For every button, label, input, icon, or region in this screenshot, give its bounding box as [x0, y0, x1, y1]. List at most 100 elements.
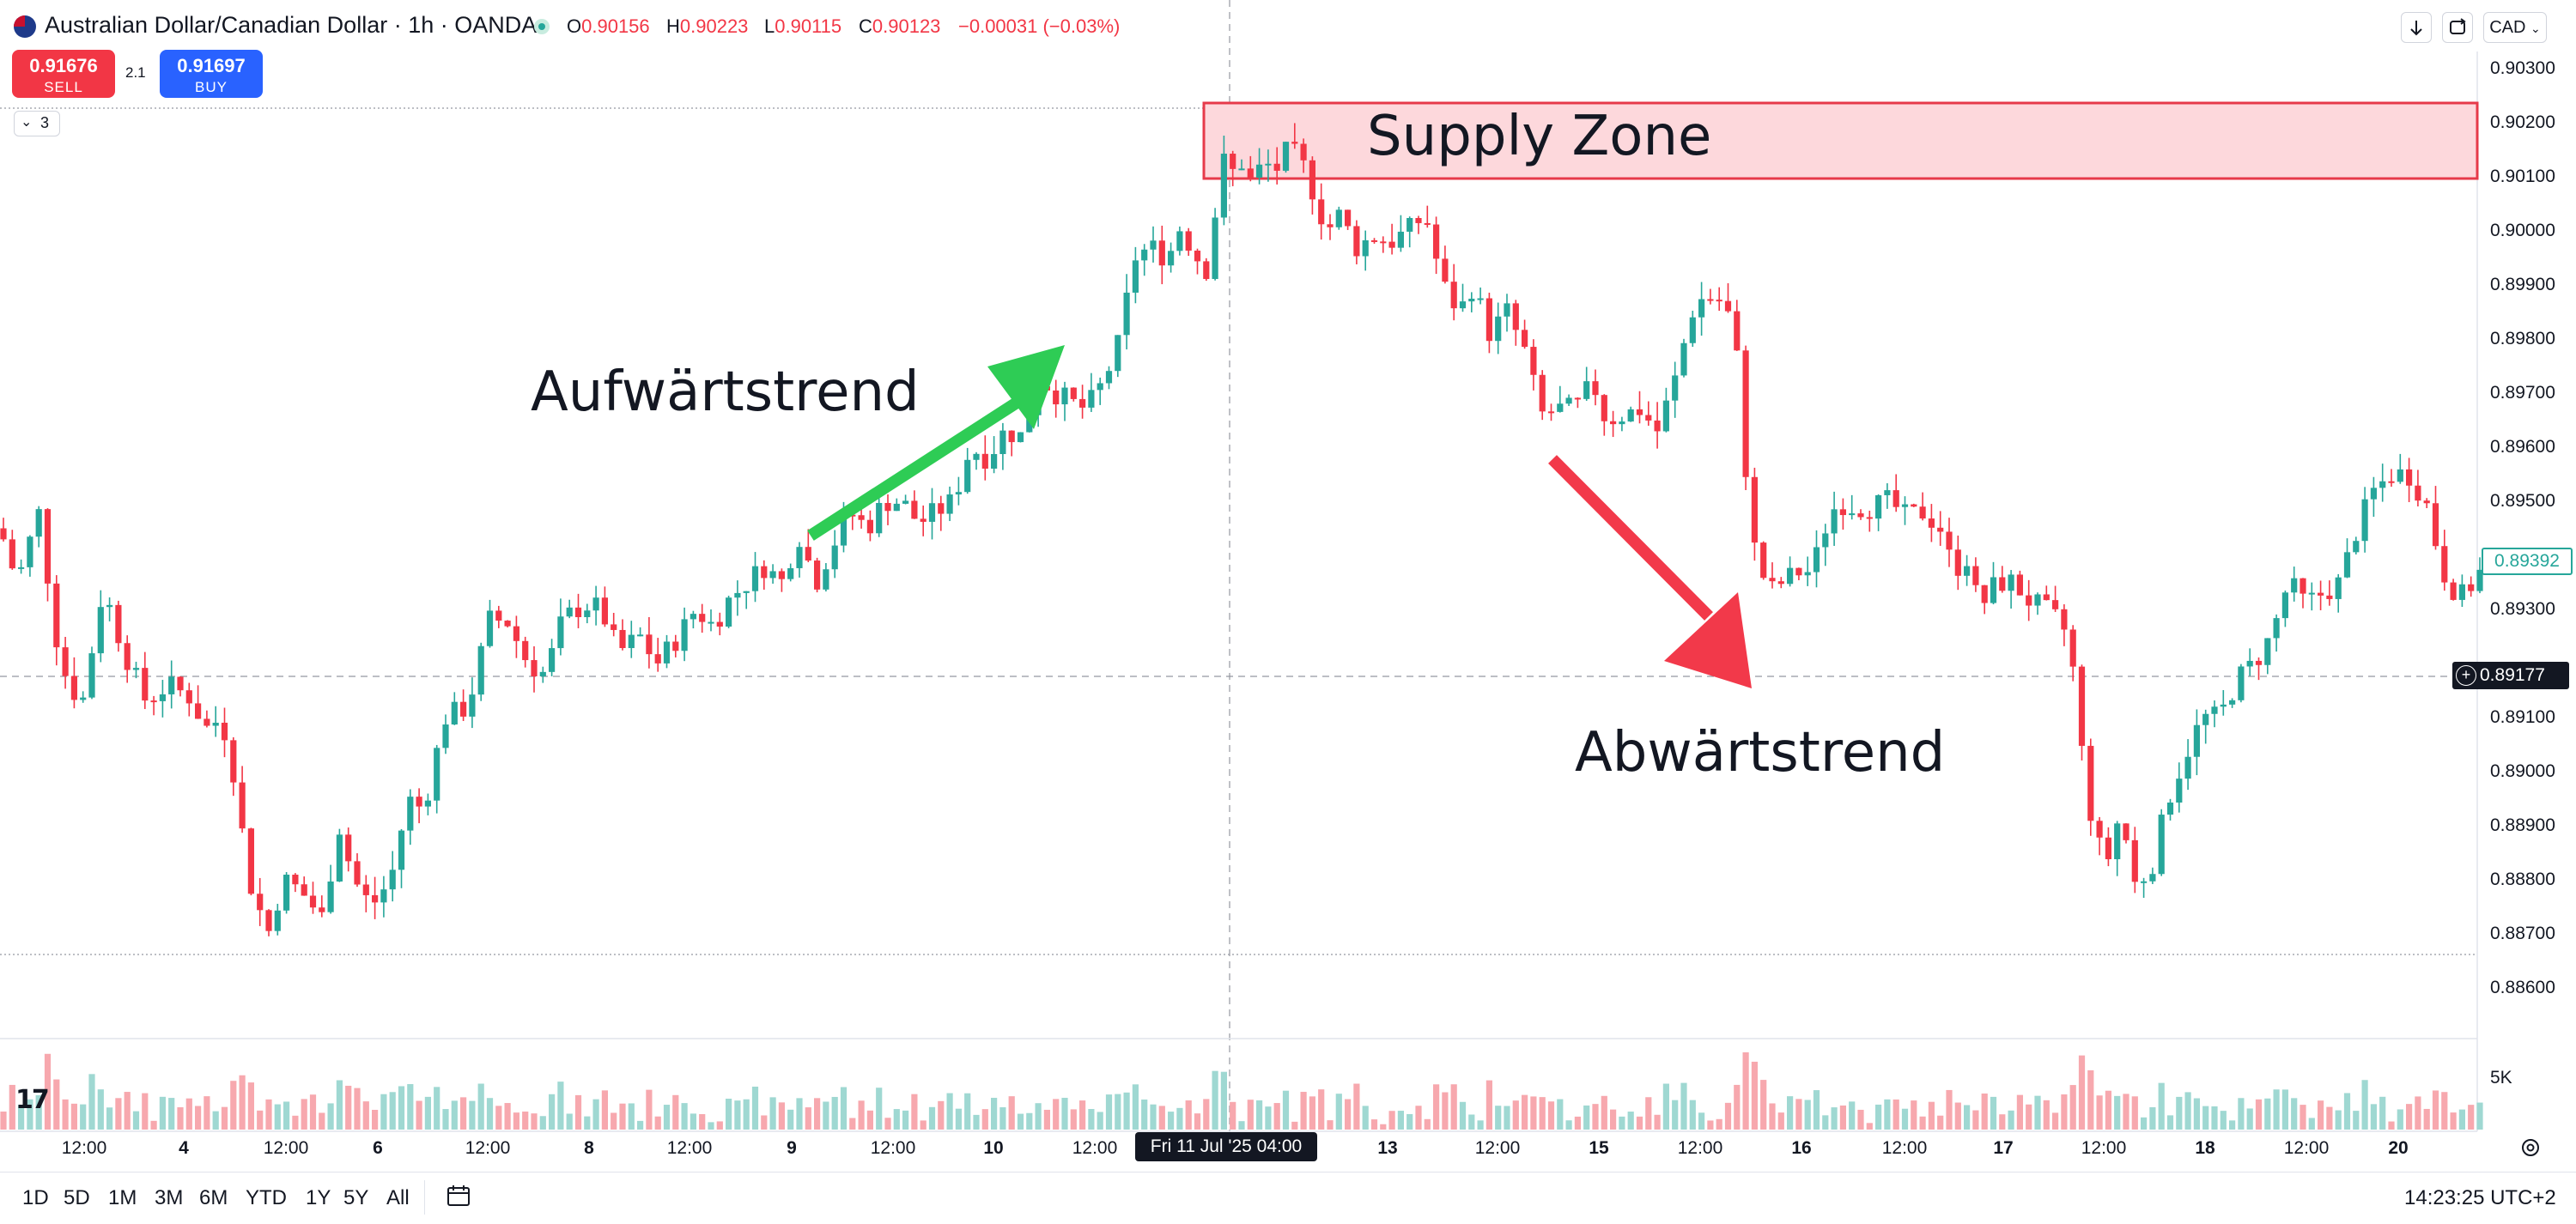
range-button-6m[interactable]: 6M [199, 1186, 228, 1209]
range-button-ytd[interactable]: YTD [246, 1186, 287, 1209]
volume-bar [2423, 1108, 2430, 1130]
volume-bar [973, 1114, 980, 1130]
volume-bar [1601, 1095, 1607, 1130]
volume-bar [2476, 1102, 2483, 1130]
candle-body [611, 624, 617, 630]
candle-body [407, 797, 414, 831]
volume-bar [1415, 1106, 1422, 1130]
candle-body [2370, 488, 2377, 500]
refresh-icon[interactable] [2442, 12, 2473, 43]
price-tick-label: 0.88600 [2490, 978, 2555, 997]
price-chart[interactable] [0, 0, 2576, 1172]
volume-bar [336, 1080, 343, 1130]
candle-body [1610, 421, 1617, 425]
candle-body [2238, 666, 2245, 700]
candle-body [177, 676, 184, 691]
candle-body [964, 459, 971, 493]
candle-body [1928, 518, 1935, 528]
volume-bar [1265, 1106, 1272, 1130]
volume-bar [1194, 1113, 1201, 1130]
candle-body [1512, 303, 1519, 330]
plus-icon[interactable]: + [2456, 665, 2476, 686]
price-tick-label: 0.89300 [2490, 599, 2555, 619]
candle-body [1238, 168, 1245, 171]
volume-bar [1132, 1084, 1139, 1130]
volume-bar [999, 1106, 1006, 1130]
volume-bar [2343, 1093, 2351, 1130]
volume-bar [601, 1090, 608, 1130]
volume-bar [1097, 1112, 1103, 1130]
candle-body [88, 653, 95, 698]
candle-body [690, 614, 696, 620]
volume-bar [2176, 1096, 2183, 1130]
calendar-range-icon[interactable] [445, 1183, 474, 1210]
volume-bar [1911, 1100, 1917, 1130]
volume-bar [2432, 1090, 2439, 1130]
range-button-5d[interactable]: 5D [64, 1186, 90, 1209]
indicator-collapse-button[interactable]: ⌄ 3 [14, 111, 60, 136]
volume-bar [2096, 1095, 2103, 1130]
buy-button[interactable]: 0.91697 BUY [160, 50, 263, 98]
time-tick-label: 17 [1993, 1138, 2014, 1158]
volume-bar [1220, 1071, 1227, 1130]
volume-bar [1583, 1105, 1590, 1130]
volume-bar [726, 1099, 732, 1130]
volume-bar [522, 1111, 529, 1130]
volume-bar [1610, 1109, 1617, 1130]
candle-body [2158, 815, 2165, 875]
candle-body [1777, 581, 1784, 585]
range-button-1m[interactable]: 1M [108, 1186, 137, 1209]
volume-bar [1592, 1104, 1599, 1130]
range-button-5y[interactable]: 5Y [343, 1186, 369, 1209]
candle-body [247, 828, 254, 894]
volume-bar [1238, 1121, 1245, 1130]
symbol-title[interactable]: Australian Dollar/Canadian Dollar · 1h ·… [45, 12, 538, 38]
volume-bar [389, 1092, 396, 1130]
volume-bar [407, 1084, 414, 1130]
candle-body [1097, 383, 1103, 391]
candle-body [416, 797, 422, 807]
clock-timezone[interactable]: 14:23:25 UTC+2 [2404, 1186, 2556, 1209]
candle-body [1619, 421, 1625, 425]
candle-body [513, 626, 519, 641]
settings-icon[interactable] [2519, 1136, 2542, 1159]
volume-bar [1433, 1084, 1440, 1130]
volume-bar [2131, 1096, 2138, 1130]
volume-bar [1353, 1083, 1360, 1130]
volume-bar [265, 1099, 272, 1130]
candle-body [309, 895, 317, 908]
range-button-1y[interactable]: 1Y [306, 1186, 331, 1209]
volume-bar [460, 1097, 467, 1130]
candle-body [584, 610, 591, 617]
candle-body [230, 740, 237, 783]
candle-body [451, 701, 458, 725]
candle-body [681, 619, 688, 651]
volume-bar [708, 1122, 714, 1130]
volume-bar [849, 1118, 856, 1130]
candle-body [1857, 513, 1864, 518]
time-tick-label: 12:00 [61, 1138, 107, 1158]
volume-bar [504, 1103, 511, 1130]
volume-bar [142, 1093, 149, 1130]
volume-bar [1079, 1100, 1086, 1130]
candle-body [1495, 316, 1502, 342]
range-button-all[interactable]: All [386, 1186, 410, 1209]
candle-body [1132, 260, 1139, 293]
candle-body [168, 676, 175, 694]
volume-bar [1026, 1112, 1033, 1130]
candle-body [239, 782, 246, 829]
candle-body [902, 500, 909, 504]
candle-body [115, 604, 122, 644]
candle-body [1981, 585, 1988, 603]
sell-button[interactable]: 0.91676 SELL [12, 50, 115, 98]
volume-bar [531, 1113, 538, 1130]
volume-bar [1282, 1090, 1290, 1130]
candle-body [380, 889, 387, 903]
volume-bar [1619, 1116, 1625, 1130]
range-button-1d[interactable]: 1D [22, 1186, 49, 1209]
range-button-3m[interactable]: 3M [155, 1186, 184, 1209]
volume-bar [1088, 1109, 1095, 1130]
volume-bar [628, 1103, 635, 1130]
currency-select[interactable]: CAD ⌄ [2483, 12, 2547, 43]
arrow-down-icon[interactable] [2401, 12, 2432, 43]
